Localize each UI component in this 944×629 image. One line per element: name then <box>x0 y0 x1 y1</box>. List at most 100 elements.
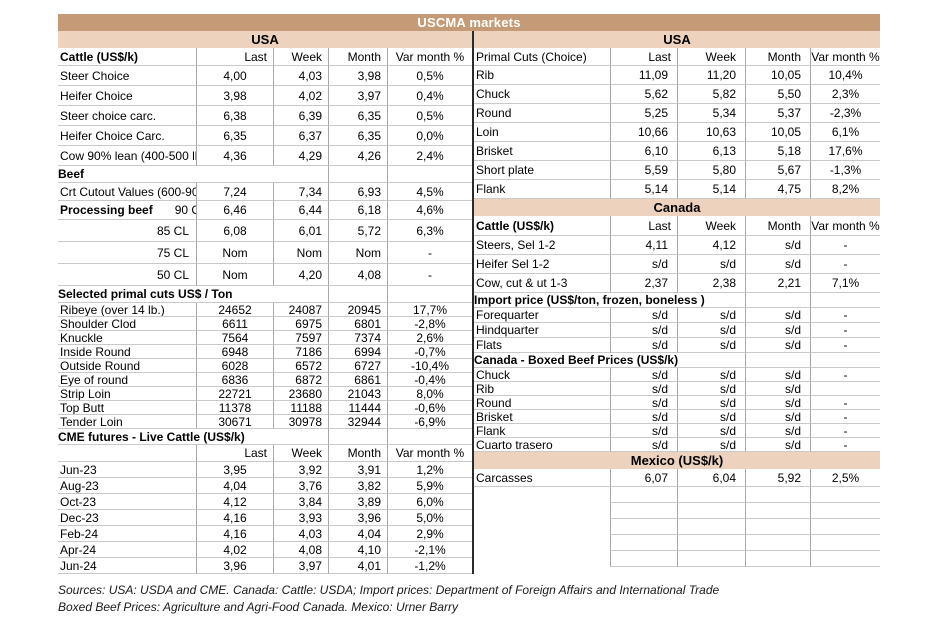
row-label: Outside Round <box>58 359 196 373</box>
value-last: 6,07 <box>610 469 677 487</box>
value-week: Nom <box>273 242 328 264</box>
value-var <box>387 429 472 445</box>
value-week: 4,02 <box>273 86 328 106</box>
table-row: Short plate 5,59 5,80 5,67 -1,3% <box>474 161 880 180</box>
uscma-markets-report: USCMA markets USA Cattle (US$/k) Last Week M… <box>58 14 880 574</box>
value-var <box>387 286 472 303</box>
column-header-row: Last Week Month Var month % <box>58 445 472 462</box>
table-row: Forequarter s/d s/d s/d - <box>474 308 880 323</box>
table-row: Heifer Choice 3,98 4,02 3,97 0,4% <box>58 86 472 106</box>
table-row: Inside Round 6948 7186 6994 -0,7% <box>58 345 472 359</box>
table-row: Flank 5,14 5,14 4,75 8,2% <box>474 180 880 199</box>
row-label: Ribeye (over 14 lb.) <box>58 303 196 317</box>
value-month <box>745 535 810 551</box>
value-var: 7,1% <box>810 274 880 293</box>
value-last: 2,37 <box>610 274 677 293</box>
value-month: s/d <box>745 424 810 438</box>
region-band: USA <box>474 31 880 48</box>
table-row: Heifer Sel 1-2 s/d s/d s/d - <box>474 255 880 274</box>
table-row: Brisket 6,10 6,13 5,18 17,6% <box>474 142 880 161</box>
row-label: 85 CL <box>58 220 196 242</box>
value-last: Nom <box>196 242 273 264</box>
table-row: Chuck 5,62 5,82 5,50 2,3% <box>474 85 880 104</box>
row-label: Knuckle <box>58 331 196 345</box>
table-row <box>474 519 880 535</box>
value-week <box>677 551 745 567</box>
value-var: - <box>810 308 880 323</box>
value-var: 17,7% <box>387 303 472 317</box>
table-row: Apr-24 4,02 4,08 4,10 -2,1% <box>58 542 472 558</box>
row-label: Cow 90% lean (400-500 lbs) <box>58 146 196 166</box>
value-month: 7374 <box>328 331 387 345</box>
value-week: 4,29 <box>273 146 328 166</box>
value-week: 6,37 <box>273 126 328 146</box>
value-month: 5,50 <box>745 85 810 104</box>
value-last: 5,59 <box>610 161 677 180</box>
region-band: USA <box>58 31 472 48</box>
value-month: 4,01 <box>328 558 387 574</box>
value-week: 4,12 <box>677 236 745 255</box>
value-var: 0,0% <box>387 126 472 146</box>
col-header-week: Week <box>273 48 328 66</box>
value-last: 4,02 <box>196 542 273 558</box>
value-var: - <box>387 242 472 264</box>
row-label: Inside Round <box>58 345 196 359</box>
value-week: 6,39 <box>273 106 328 126</box>
value-month: Nom <box>328 242 387 264</box>
table-row <box>474 535 880 551</box>
value-last: 5,14 <box>610 180 677 199</box>
value-month: 4,75 <box>745 180 810 199</box>
value-week: 5,82 <box>677 85 745 104</box>
value-month: 11444 <box>328 401 387 415</box>
col-header-week: Week <box>677 48 745 66</box>
table-row <box>474 503 880 519</box>
value-var: - <box>810 255 880 274</box>
table-row: Cuarto trasero s/d s/d s/d - <box>474 438 880 452</box>
value-month: 2,21 <box>745 274 810 293</box>
row-label: Cow, cut & ut 1-3 <box>474 274 610 293</box>
value-last: 5,62 <box>610 85 677 104</box>
value-month: s/d <box>745 338 810 353</box>
section-mexico: Mexico (US$/k) Carcasses 6,07 6,04 5,92 2,5% <box>474 452 880 487</box>
value-last: 11,09 <box>610 66 677 85</box>
table-row: Aug-23 4,04 3,76 3,82 5,9% <box>58 478 472 494</box>
value-var: -10,4% <box>387 359 472 373</box>
table-row <box>474 551 880 567</box>
value-week: s/d <box>677 338 745 353</box>
section-title-row: Processing beef 90 CL6,466,446,184,6% <box>58 201 472 220</box>
value-var <box>810 353 880 368</box>
value-month: s/d <box>745 396 810 410</box>
col-header-month: Month <box>328 445 387 462</box>
section-canada-cattle: Canada Cattle (US$/k) Last Week Month Var mon… <box>474 199 880 293</box>
value-week <box>677 487 745 503</box>
table-row: Steers, Sel 1-2 4,11 4,12 s/d - <box>474 236 880 255</box>
value-var: - <box>387 264 472 286</box>
section-title-row: Import price (US$/ton, frozen, boneless … <box>474 293 880 308</box>
value-var <box>810 519 880 535</box>
row-label: Flank <box>474 180 610 199</box>
section-title: Cattle (US$/k) <box>474 216 610 236</box>
value-last <box>610 487 677 503</box>
value-month <box>328 429 387 445</box>
value-month: 6,93 <box>328 183 387 201</box>
row-label: Rib <box>474 382 610 396</box>
value-week: 3,76 <box>273 478 328 494</box>
value-week: 6,13 <box>677 142 745 161</box>
table-row: Jun-23 3,95 3,92 3,91 1,2% <box>58 462 472 478</box>
section-cattle: USA Cattle (US$/k) Last Week Month Var month … <box>58 31 472 166</box>
region-band: Canada <box>474 199 880 216</box>
row-label: Hindquarter <box>474 323 610 338</box>
value-last: 24652 <box>196 303 273 317</box>
value-month: 5,92 <box>745 469 810 487</box>
row-label: Chuck <box>474 368 610 382</box>
value-last: s/d <box>610 323 677 338</box>
row-label: 75 CL <box>58 242 196 264</box>
value-month: 5,72 <box>328 220 387 242</box>
value-var: 0,5% <box>387 106 472 126</box>
value-last: s/d <box>610 396 677 410</box>
left-table: USA Cattle (US$/k) Last Week Month Var month … <box>58 31 472 574</box>
row-label: Flats <box>474 338 610 353</box>
value-var: 2,9% <box>387 526 472 542</box>
table-row: Hindquarter s/d s/d s/d - <box>474 323 880 338</box>
